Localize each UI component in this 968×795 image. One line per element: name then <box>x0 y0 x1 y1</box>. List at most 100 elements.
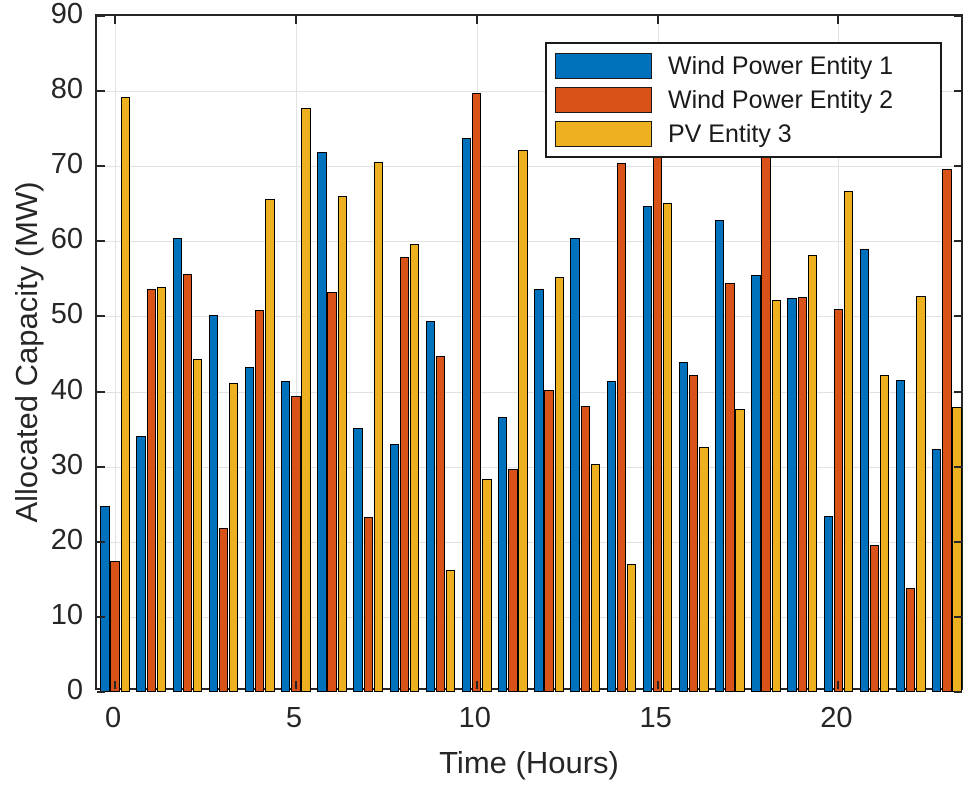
ytick-mark-30 <box>954 465 962 468</box>
bar-hour6-series1 <box>317 151 327 692</box>
legend: Wind Power Entity 1 Wind Power Entity 2 … <box>545 42 942 158</box>
bar-hour1-series3 <box>156 287 167 692</box>
bar-hour6-series3 <box>337 196 347 692</box>
ytick-mark-0 <box>954 691 962 693</box>
bar-hour23-series2 <box>942 169 952 692</box>
bar-hour22-series3 <box>916 296 926 692</box>
ytick-label-0: 0 <box>66 674 83 706</box>
bar-hour8-series3 <box>409 243 420 692</box>
bar-hour10-series1 <box>461 138 472 692</box>
ytick-mark-0 <box>97 691 105 693</box>
ytick-label-90: 90 <box>50 0 83 30</box>
ytick-mark-50 <box>954 315 962 318</box>
ytick-mark-20 <box>954 540 962 543</box>
bar-hour4-series2 <box>255 309 265 692</box>
ytick-mark-70 <box>954 165 962 168</box>
gridline-y-10 <box>97 616 961 618</box>
bar-hour8-series2 <box>399 257 410 692</box>
gridline-y-40 <box>97 391 961 393</box>
bar-hour9-series2 <box>435 356 446 692</box>
legend-label: PV Entity 3 <box>668 119 792 148</box>
bar-hour23-series3 <box>952 406 962 692</box>
xtick-mark-15 <box>656 681 659 689</box>
bar-hour15-series3 <box>663 203 673 692</box>
ytick-label-20: 20 <box>50 523 83 556</box>
xtick-label-0: 0 <box>105 702 122 734</box>
bar-hour13-series1 <box>570 238 580 692</box>
bar-hour20-series1 <box>823 516 833 692</box>
bar-hour20-series3 <box>843 191 854 692</box>
bar-hour5-series1 <box>281 381 291 692</box>
ytick-mark-60 <box>954 240 962 243</box>
bar-hour3-series1 <box>208 314 219 692</box>
bar-hour14-series3 <box>626 563 637 692</box>
bar-hour16-series3 <box>699 447 709 692</box>
ytick-mark-10 <box>97 615 105 618</box>
bar-hour12-series3 <box>554 276 564 692</box>
bar-hour19-series1 <box>787 298 797 692</box>
ytick-label-60: 60 <box>50 223 83 256</box>
ytick-mark-40 <box>954 390 962 393</box>
xtick-mark-5 <box>294 681 297 689</box>
bar-hour11-series1 <box>498 417 508 692</box>
bar-hour17-series3 <box>735 408 745 692</box>
gridline-y-30 <box>97 466 961 468</box>
bar-hour0-series2 <box>110 561 120 692</box>
gridline-x-0 <box>115 16 117 688</box>
bar-hour0-series3 <box>120 97 130 692</box>
xtick-mark-20 <box>837 16 840 24</box>
gridline-x-5 <box>295 16 297 688</box>
ytick-mark-90 <box>97 15 105 17</box>
bar-hour18-series2 <box>761 154 771 692</box>
gridline-y-80 <box>97 91 961 93</box>
bar-hour22-series1 <box>895 379 906 692</box>
ytick-mark-90 <box>954 15 962 17</box>
ytick-mark-30 <box>97 465 105 468</box>
bar-hour3-series3 <box>229 382 239 692</box>
bar-hour15-series2 <box>652 154 663 692</box>
ytick-label-30: 30 <box>50 448 83 481</box>
bar-hour8-series1 <box>389 444 399 692</box>
bar-hour21-series2 <box>869 544 880 692</box>
bar-hour0-series1 <box>100 505 110 692</box>
legend-item-pv-entity-3: PV Entity 3 <box>555 120 940 149</box>
bar-hour17-series2 <box>725 283 735 692</box>
bar-hour18-series1 <box>751 275 761 692</box>
bar-hour9-series1 <box>425 320 436 692</box>
ytick-label-40: 40 <box>50 373 83 406</box>
xtick-mark-5 <box>294 16 297 24</box>
bar-hour19-series3 <box>807 254 818 692</box>
bar-hour1-series2 <box>146 289 156 692</box>
bar-hour2-series1 <box>172 238 182 692</box>
xtick-mark-15 <box>656 16 659 24</box>
xtick-mark-10 <box>475 16 478 24</box>
legend-label: Wind Power Entity 1 <box>668 51 894 80</box>
ytick-mark-80 <box>97 90 105 93</box>
bar-hour5-series2 <box>291 396 301 692</box>
bar-hour22-series2 <box>906 588 916 692</box>
bar-hour4-series1 <box>244 366 255 692</box>
ytick-mark-20 <box>97 540 105 543</box>
ytick-mark-70 <box>97 165 105 168</box>
bar-hour3-series2 <box>218 527 229 692</box>
bar-hour10-series2 <box>472 92 482 692</box>
bar-hour12-series1 <box>534 289 544 692</box>
legend-swatch-orange <box>555 87 652 113</box>
bar-hour1-series1 <box>136 435 146 692</box>
bar-hour21-series3 <box>880 375 890 692</box>
xtick-label-15: 15 <box>639 702 672 734</box>
bar-hour13-series2 <box>580 405 590 692</box>
bar-hour5-series3 <box>301 107 311 692</box>
ytick-mark-60 <box>97 240 105 243</box>
legend-label: Wind Power Entity 2 <box>668 85 894 114</box>
bar-hour16-series2 <box>689 375 699 692</box>
xtick-mark-0 <box>114 681 117 689</box>
xtick-label-5: 5 <box>285 702 302 734</box>
bar-hour6-series2 <box>327 291 337 692</box>
ytick-label-50: 50 <box>50 298 83 331</box>
bar-hour7-series3 <box>373 161 384 692</box>
bar-hour4-series3 <box>265 199 275 692</box>
legend-item-wind-power-entity-1: Wind Power Entity 1 <box>555 52 940 81</box>
xtick-mark-20 <box>837 681 840 689</box>
